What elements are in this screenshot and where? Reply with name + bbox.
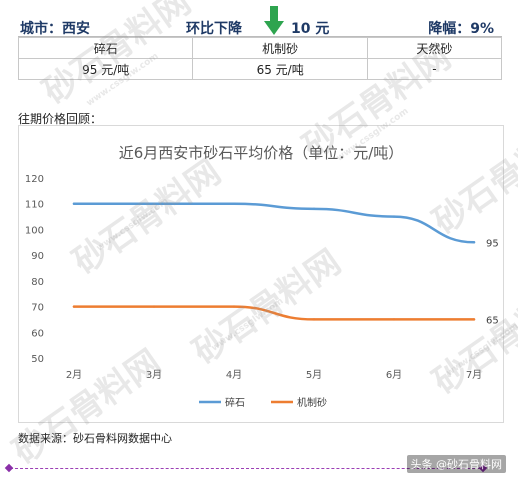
data-point [72, 305, 76, 308]
data-point [152, 202, 156, 205]
data-label: 95 [486, 238, 499, 249]
y-tick-label: 90 [31, 251, 44, 262]
x-tick-label: 7月 [466, 369, 482, 381]
x-tick-label: 4月 [226, 369, 242, 381]
series-line-2 [72, 305, 476, 321]
change-value: 10 元 [291, 21, 330, 37]
y-tick-label: 120 [25, 174, 44, 185]
chart-title: 近6月西安市砂石平均价格（单位：元/吨） [119, 144, 404, 162]
city-label: 城市：西安 [20, 21, 90, 37]
footer-divider [10, 468, 480, 469]
y-tick-label: 70 [31, 303, 44, 314]
table-row: 95 元/吨 65 元/吨 - [17, 58, 503, 80]
price-chart: 近6月西安市砂石平均价格（单位：元/吨） 50 60 70 80 90 100 110 120 2… [18, 125, 504, 423]
data-point [72, 202, 76, 205]
data-point [232, 305, 236, 308]
x-tick-label: 6月 [386, 369, 402, 381]
table-header-row: 碎石 机制砂 天然砂 [17, 37, 503, 59]
y-tick-label: 60 [31, 328, 44, 339]
table-cell: - [366, 58, 503, 80]
down-arrow-icon [264, 6, 284, 35]
data-point [312, 318, 316, 321]
data-point [472, 241, 476, 244]
change-label: 环比下降 [186, 21, 242, 37]
footer-credit: 头条 @砂石骨料网 [406, 455, 506, 473]
data-label: 65 [486, 315, 499, 326]
y-tick-label: 50 [31, 354, 44, 365]
drop-label: 降幅： [428, 21, 471, 37]
table-cell: 95 元/吨 [17, 58, 194, 80]
table-header-cell: 碎石 [17, 37, 194, 59]
series-line-1 [72, 202, 476, 244]
price-table: 碎石 机制砂 天然砂 95 元/吨 65 元/吨 - [17, 37, 503, 80]
divider-dot-left [4, 463, 14, 473]
table-header-cell: 天然砂 [366, 37, 503, 59]
chart-canvas: 近6月西安市砂石平均价格（单位：元/吨） 50 60 70 80 90 100 110 120 2… [25, 144, 499, 409]
data-point [472, 318, 476, 321]
data-point [392, 318, 396, 321]
table-header-cell: 机制砂 [192, 37, 368, 59]
data-source: 数据来源：砂石骨料网数据中心 [18, 432, 172, 445]
y-tick-label: 100 [25, 225, 44, 236]
y-tick-label: 110 [25, 200, 44, 211]
drop-value: 9% [470, 21, 494, 37]
history-label: 往期价格回顾： [18, 112, 103, 126]
legend-label: 碎石 [225, 396, 245, 409]
x-tick-label: 2月 [66, 369, 82, 381]
data-point [232, 202, 236, 205]
data-point [312, 207, 316, 211]
data-point [392, 215, 396, 218]
x-tick-label: 3月 [146, 369, 162, 381]
table-cell: 65 元/吨 [192, 58, 368, 80]
data-point [152, 305, 156, 308]
x-tick-label: 5月 [306, 369, 322, 381]
drop-rate: 降幅：9% [428, 18, 494, 38]
legend-label: 机制砂 [297, 396, 327, 409]
y-tick-label: 80 [31, 277, 44, 288]
price-change-header: 城市：西安 环比下降 10 元 降幅：9% [18, 6, 502, 38]
